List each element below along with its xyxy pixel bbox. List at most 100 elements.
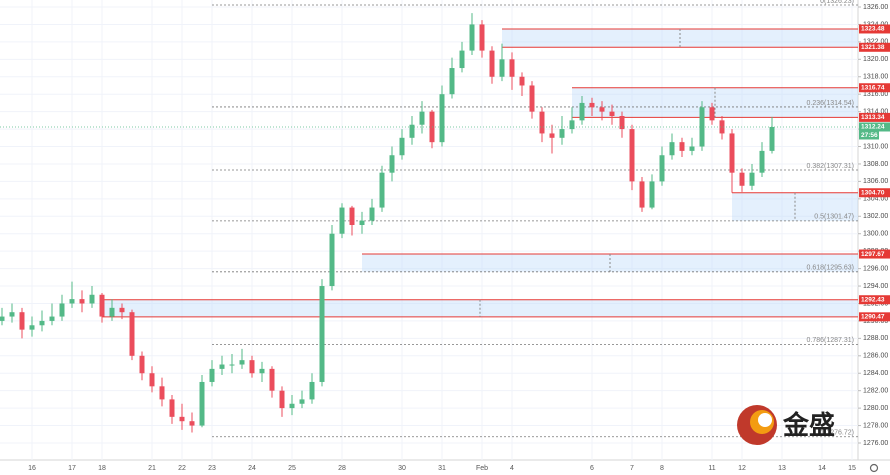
y-tick-label: 1320.00 [863,56,888,63]
x-tick-label: 15 [848,465,856,472]
candle-body [9,312,15,317]
candle-body [139,355,145,374]
y-tick-label: 1314.00 [863,108,888,115]
x-tick-label: 21 [148,465,156,472]
candle-body [619,116,625,130]
candle-body [119,307,125,313]
candle-body [69,299,75,304]
candle-body [449,68,455,95]
candle-body [599,107,605,112]
x-tick-label: 17 [68,465,76,472]
price-tag: 1304.70 [861,189,885,196]
candle-body [379,172,385,208]
y-tick-label: 1306.00 [863,178,888,185]
candle-body [249,360,255,374]
candle-body [149,373,155,387]
x-tick-label: Feb [476,465,488,472]
y-tick-label: 1278.00 [863,422,888,429]
price-tag-box [859,83,890,93]
candle-body [489,50,495,77]
settings-icon[interactable] [869,463,879,473]
y-tick-label: 1308.00 [863,161,888,168]
candle-body [479,24,485,51]
candle-body [649,181,655,208]
y-tick-label: 1322.00 [863,39,888,46]
x-tick-label: 25 [288,465,296,472]
y-tick-label: 1280.00 [863,405,888,412]
x-tick-label: 23 [208,465,216,472]
candle-body [569,120,575,130]
price-tag: 1297.67 [861,251,885,258]
last-price-tag-box [859,122,890,132]
fib-label: 0.382(1307.31) [807,163,854,170]
candle-body [159,386,165,400]
x-tick-label: 6 [590,465,594,472]
fib-label: 0.618(1295.63) [807,265,854,272]
candle-body [189,421,195,426]
price-tag-box [859,312,890,322]
y-tick-label: 1276.00 [863,440,888,447]
x-tick-label: 31 [438,465,446,472]
candle-body [59,303,65,317]
candle-body [169,399,175,417]
candle-body [319,286,325,382]
y-tick-label: 1302.00 [863,213,888,220]
candle-body [529,85,535,112]
price-tag-box [859,249,890,259]
price-tag: 1313.34 [861,114,885,121]
candle-body [309,381,315,400]
price-tag: 1316.74 [861,84,885,91]
x-tick-label: 16 [28,465,36,472]
candle-body [679,142,685,151]
candle-body [339,207,345,234]
y-tick-label: 1300.00 [863,231,888,238]
y-tick-label: 1286.00 [863,353,888,360]
gear[interactable] [869,463,879,473]
price-tag-box [859,24,890,34]
candle-body [259,368,265,374]
y-tick-label: 1326.00 [863,4,888,11]
y-tick-label: 1296.00 [863,265,888,272]
x-tick-label: 11 [708,465,715,472]
candle-body [539,111,545,134]
watermark-logo: 金盛 [737,405,835,445]
candle-body [0,316,5,321]
price-tag: 1323.48 [861,26,885,33]
candle-body [369,207,375,221]
candle-body [589,102,595,108]
x-tick-label: 4 [510,465,514,472]
candle-body [719,120,725,134]
fib-label: 0.5(1301.47) [814,214,854,221]
candle-body [219,364,225,369]
candle-body [289,403,295,409]
candle-body [19,312,25,330]
price-tag: 1290.47 [861,314,885,321]
countdown-box [859,131,879,140]
candle-body [459,50,465,69]
y-tick-label: 1288.00 [863,335,888,342]
price-tag-box [859,112,890,122]
candle-body [229,364,235,366]
candle-body [749,172,755,186]
price-tag-box [859,295,890,305]
candle-body [669,142,675,156]
candle-body [629,129,635,182]
candle-body [689,146,695,151]
countdown: 27:56 [861,132,878,139]
y-tick-label: 1316.00 [863,91,888,98]
x-tick-label: 24 [248,465,256,472]
fib-label: 0.786(1287.31) [807,337,854,344]
y-tick-label: 1304.00 [863,196,888,203]
x-tick-label: 14 [818,465,826,472]
price-tag: 1292.43 [861,296,885,303]
candle-body [549,133,555,138]
candle-body [659,155,665,182]
fib-label: 1(1276.72) [820,430,854,437]
candle-body [439,94,445,143]
candle-body [49,316,55,321]
fib-label: 0.236(1314.54) [807,100,854,107]
x-tick-label: 13 [778,465,786,472]
candle-body [179,416,185,422]
